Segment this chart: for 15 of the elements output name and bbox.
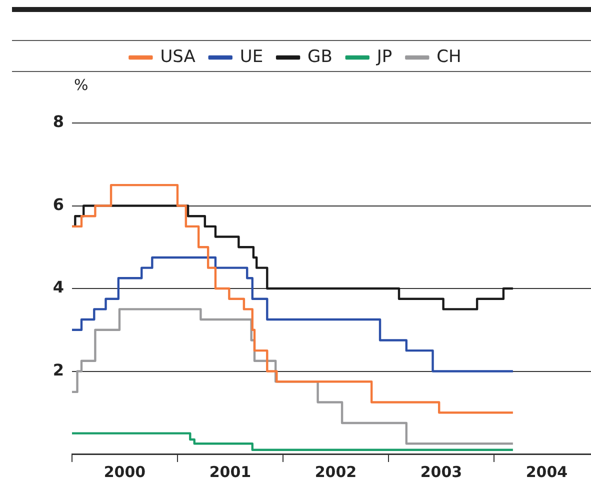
legend-label: GB bbox=[308, 46, 332, 67]
y-tick-label: 6 bbox=[52, 194, 64, 214]
x-tick-label: 2004 bbox=[526, 462, 568, 481]
x-tick-label: 2002 bbox=[314, 462, 357, 481]
x-tick-label: 2001 bbox=[209, 462, 252, 481]
legend-label: USA bbox=[160, 46, 196, 67]
y-tick-label: 4 bbox=[52, 278, 64, 297]
legend-label: JP bbox=[376, 46, 392, 67]
x-tick-label: 2003 bbox=[420, 462, 462, 481]
y-axis-title: % bbox=[74, 76, 88, 94]
x-tick-label: 2000 bbox=[104, 462, 146, 481]
legend-label: UE bbox=[240, 46, 264, 67]
y-tick-label: 2 bbox=[52, 360, 64, 380]
y-tick-label: 8 bbox=[52, 112, 64, 132]
legend-label: CH bbox=[436, 46, 462, 67]
